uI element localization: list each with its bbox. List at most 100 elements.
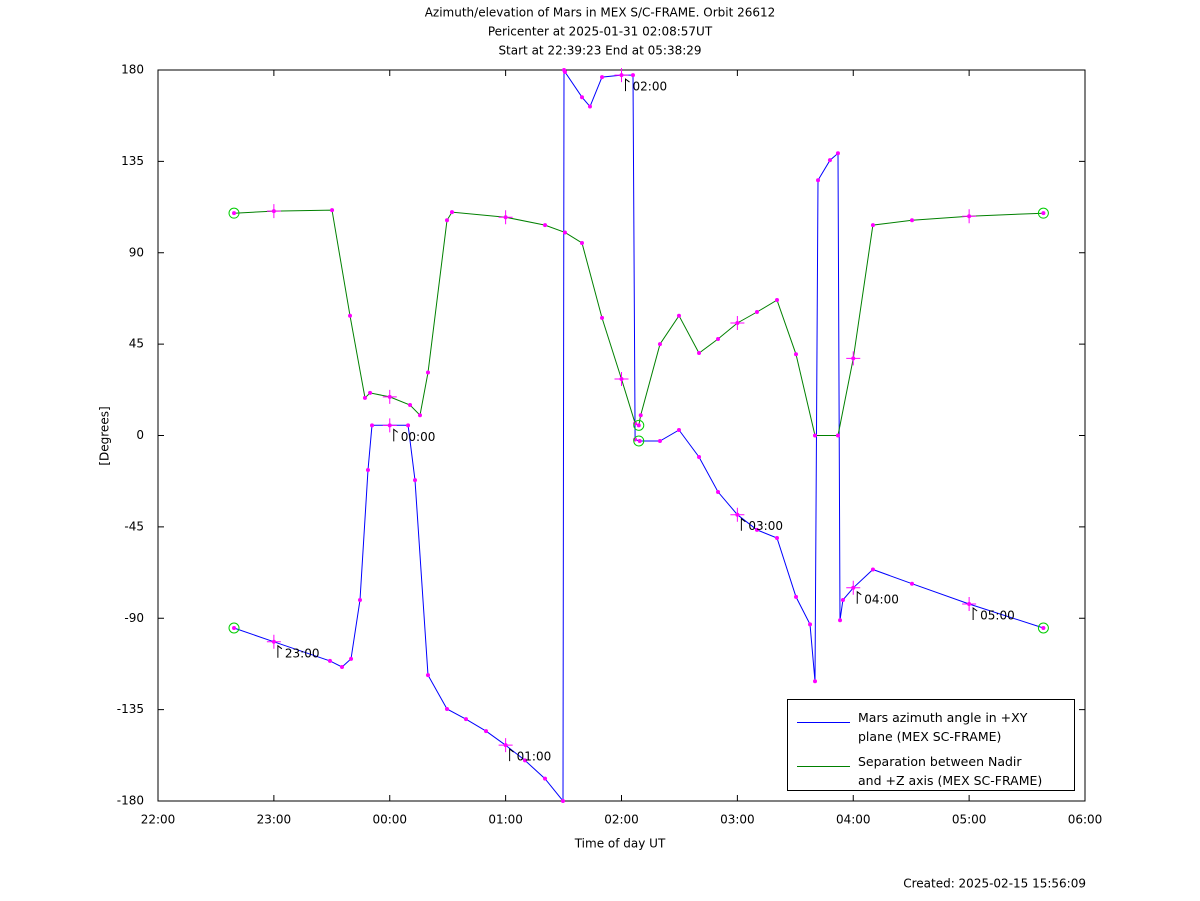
marker-dot [444,218,449,223]
marker-dot [408,403,413,408]
marker-dot [543,776,548,781]
x-tick-label: 02:00 [604,813,639,827]
annotation-label: 23:00 [285,646,320,660]
marker-dot [348,313,353,318]
event-circle [1037,207,1049,219]
marker-dot [909,218,914,223]
marker-dot [368,390,373,395]
annotation-pointer [393,428,399,442]
hour-cross [730,507,745,522]
marker-dot [522,758,527,763]
y-axis-label: [Degrees] [98,406,112,465]
marker-dot [362,395,367,400]
marker-dot [425,673,430,678]
title-line: Azimuth/elevation of Mars in MEX S/C-FRA… [425,6,776,20]
annotation-pointer [509,748,514,762]
marker-dot [697,455,702,460]
marker-dot [1041,625,1046,630]
event-circle [1037,622,1049,634]
marker-dot [340,664,345,669]
marker-dot [657,438,662,443]
hour-cross [266,204,281,219]
marker-dot [637,438,642,443]
legend-entry: Mars azimuth angle in +XY plane (MEX SC-… [858,710,1028,744]
marker-dot [716,337,721,342]
event-circle [633,419,645,431]
marker-dot [413,478,418,483]
marker-dot [425,370,430,375]
marker-dot [630,73,635,78]
marker-dot [560,799,565,803]
marker-dot [406,423,411,428]
marker-dot [870,567,875,572]
legend-entry: Separation between Nadir and +Z axis (ME… [858,754,1043,788]
marker-dot [716,489,721,494]
marker-dot [835,433,840,438]
hour-cross [614,68,629,83]
marker-dot [676,428,681,433]
marker-dot [638,413,643,418]
annotation-label: 01:00 [517,750,552,764]
annotation-pointer [972,607,978,621]
marker-dot [835,151,840,156]
title-line: Start at 22:39:23 End at 05:38:29 [498,44,701,58]
x-tick-label: 05:00 [952,813,987,827]
marker-dot [543,223,548,228]
marker-dot [417,413,422,418]
title-line: Pericenter at 2025-01-31 02:08:57UT [488,25,713,39]
annotation-label: 05:00 [980,609,1015,623]
x-axis-label: Time of day UT [574,837,666,851]
y-tick-label: -90 [124,611,144,625]
marker-dot [754,527,759,532]
marker-dot [775,536,780,541]
marker-dot [794,594,799,599]
event-circle [633,435,645,447]
marker-dot [444,707,449,712]
marker-dot [838,618,843,623]
hour-cross [730,316,745,331]
marker-dot [484,729,489,734]
marker-dot [870,223,875,228]
y-tick-label: -45 [124,519,144,533]
x-tick-label: 23:00 [257,813,292,827]
hour-cross [498,210,513,225]
marker-dot [463,717,468,722]
marker-dot [349,656,354,661]
x-tick-label: 00:00 [372,813,407,827]
annotation-pointer [856,590,862,604]
marker-dot [813,433,818,438]
marker-dot [775,298,780,303]
hour-cross [962,209,977,224]
y-tick-label: 0 [136,428,144,442]
marker-dot [827,158,832,163]
annotation-pointer [625,78,630,92]
y-tick-label: 135 [121,154,144,168]
marker-dot [330,208,335,213]
y-tick-label: -180 [117,794,144,808]
marker-dot [232,211,237,216]
marker-dot [657,342,662,347]
y-tick-label: 180 [121,63,144,77]
marker-dot [697,351,702,356]
marker-dot [636,423,641,428]
marker-dot [754,310,759,315]
x-tick-label: 04:00 [836,813,871,827]
hour-cross [846,580,861,595]
annotation-label: 02:00 [633,80,668,94]
marker-dot [840,597,845,602]
marker-dot [562,230,567,235]
legend: Mars azimuth angle in +XY plane (MEX SC-… [787,699,1075,791]
hour-cross [498,738,513,753]
annotation-pointer [740,517,746,531]
marker-dot [357,597,362,602]
x-tick-label: 06:00 [1068,813,1103,827]
event-circle [228,622,240,634]
event-circle [228,207,240,219]
annotation-label: 03:00 [748,519,783,533]
marker-dot [579,95,584,100]
marker-dot [676,313,681,318]
annotation-pointer [277,644,283,658]
marker-dot [813,679,818,684]
